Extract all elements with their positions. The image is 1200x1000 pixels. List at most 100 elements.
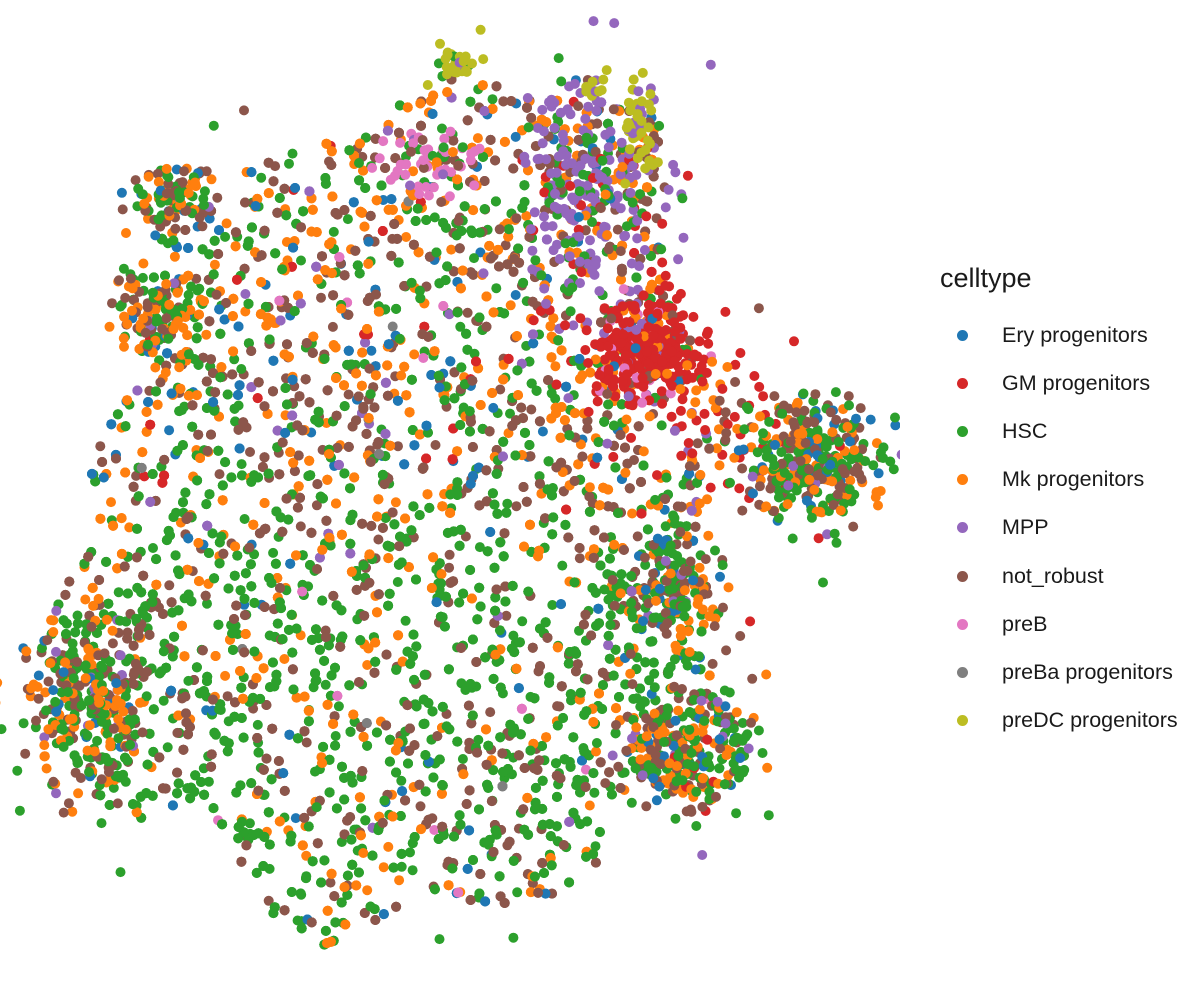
- scatter-point: [409, 349, 420, 360]
- scatter-point: [491, 283, 502, 294]
- scatter-point: [574, 553, 585, 564]
- scatter-point: [517, 616, 528, 627]
- scatter-point: [429, 212, 440, 223]
- scatter-point: [393, 441, 403, 452]
- scatter-point: [444, 309, 455, 320]
- scatter-point: [429, 825, 440, 835]
- scatter-point: [446, 244, 457, 255]
- scatter-point: [437, 123, 447, 134]
- scatter-point: [131, 470, 142, 481]
- scatter-point: [95, 441, 106, 452]
- scatter-point: [580, 764, 591, 775]
- scatter-point: [240, 306, 251, 317]
- scatter-point: [401, 232, 412, 242]
- scatter-point: [396, 775, 407, 786]
- scatter-point: [222, 691, 233, 702]
- scatter-point: [320, 679, 331, 690]
- scatter-point: [550, 361, 561, 372]
- scatter-point: [418, 353, 429, 363]
- scatter-point: [245, 447, 255, 457]
- scatter-point: [327, 321, 338, 332]
- scatter-point: [383, 841, 394, 852]
- scatter-point: [342, 214, 353, 225]
- scatter-point: [343, 389, 354, 400]
- scatter-point: [475, 247, 486, 258]
- scatter-point: [462, 307, 473, 318]
- scatter-point: [80, 594, 91, 605]
- scatter-point: [301, 737, 312, 748]
- scatter-point: [296, 889, 307, 900]
- scatter-point: [510, 290, 521, 300]
- scatter-point: [494, 625, 505, 636]
- scatter-point: [508, 630, 519, 641]
- scatter-point: [654, 120, 665, 131]
- scatter-point: [311, 500, 322, 511]
- scatter-point: [362, 885, 373, 896]
- scatter-point: [328, 226, 339, 237]
- scatter-point: [330, 731, 341, 741]
- scatter-point: [333, 701, 344, 712]
- scatter-point: [474, 542, 485, 553]
- scatter-point: [469, 253, 479, 264]
- scatter-point: [394, 875, 405, 886]
- scatter-point: [239, 514, 250, 524]
- scatter-point: [113, 587, 124, 598]
- scatter-point: [400, 615, 411, 626]
- scatter-point: [488, 402, 499, 413]
- scatter-point: [526, 404, 537, 415]
- scatter-point: [373, 534, 384, 545]
- scatter-point: [392, 577, 403, 587]
- scatter-point: [236, 459, 247, 470]
- scatter-point: [415, 801, 426, 812]
- scatter-point: [362, 660, 373, 670]
- scatter-point: [204, 213, 215, 224]
- scatter-points: [0, 16, 900, 950]
- scatter-point: [108, 782, 119, 793]
- scatter-point: [202, 598, 212, 609]
- scatter-point: [500, 240, 511, 251]
- scatter-point: [244, 818, 255, 829]
- scatter-point: [162, 742, 173, 753]
- scatter-point: [505, 300, 516, 311]
- scatter-point: [295, 521, 306, 532]
- scatter-point: [430, 440, 441, 450]
- scatter-point: [547, 600, 558, 610]
- scatter-point: [584, 482, 595, 493]
- scatter-point: [284, 158, 294, 169]
- scatter-point: [396, 370, 407, 381]
- scatter-point: [573, 101, 584, 112]
- scatter-point: [220, 670, 231, 681]
- scatter-point: [191, 273, 202, 284]
- scatter-point: [155, 377, 166, 388]
- scatter-point: [627, 508, 638, 519]
- scatter-point: [552, 701, 563, 712]
- scatter-point: [268, 547, 279, 558]
- scatter-point: [252, 719, 263, 730]
- scatter-point: [505, 408, 515, 419]
- scatter-point: [316, 292, 326, 303]
- scatter-point: [575, 439, 586, 450]
- scatter-point: [236, 364, 247, 374]
- scatter-point: [485, 707, 496, 718]
- scatter-point: [387, 321, 398, 332]
- scatter-point: [612, 224, 623, 235]
- scatter-point: [366, 345, 377, 356]
- scatter-point: [589, 787, 600, 798]
- scatter-point: [590, 841, 601, 852]
- scatter-point: [390, 497, 401, 508]
- scatter-point: [407, 865, 418, 876]
- scatter-point: [457, 754, 468, 764]
- scatter-point: [279, 654, 290, 664]
- scatter-point: [336, 837, 347, 847]
- scatter-point: [473, 734, 484, 745]
- scatter-point: [358, 848, 369, 858]
- scatter-point: [511, 501, 522, 512]
- scatter-point: [296, 255, 306, 266]
- scatter-point: [256, 172, 267, 183]
- scatter-point: [584, 800, 595, 811]
- scatter-point: [495, 384, 506, 395]
- scatter-plot: [0, 16, 900, 950]
- scatter-point: [396, 861, 407, 872]
- scatter-point: [209, 259, 220, 270]
- scatter-point: [164, 425, 175, 436]
